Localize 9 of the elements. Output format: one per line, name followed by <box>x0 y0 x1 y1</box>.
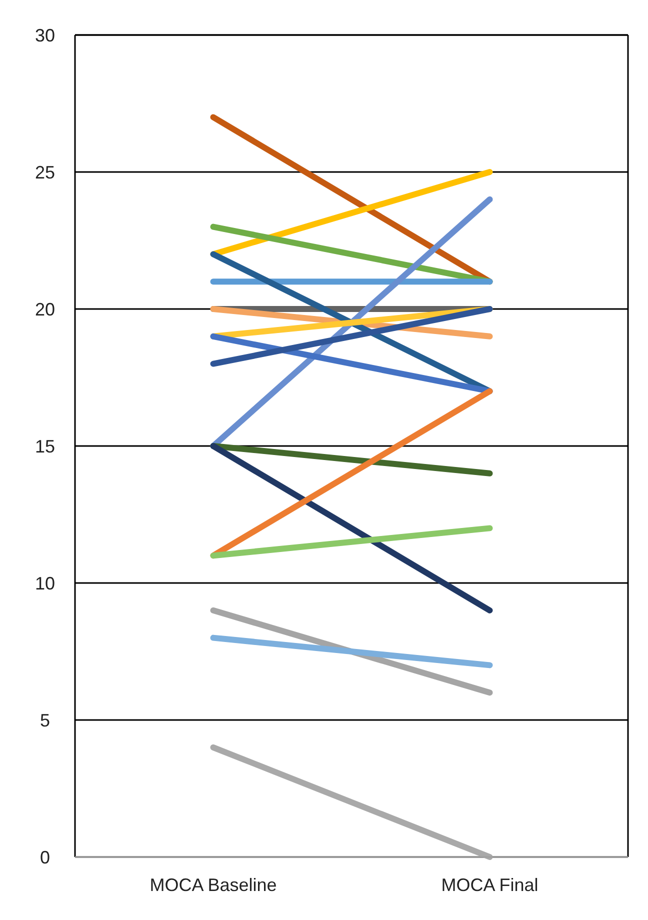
y-tick-label: 10 <box>34 573 56 594</box>
y-tick-label: 5 <box>40 710 50 730</box>
x-tick-label: MOCA Baseline <box>150 875 277 895</box>
y-tick-label: 25 <box>34 162 56 182</box>
y-tick-label: 20 <box>34 299 56 320</box>
y-tick-label: 0 <box>40 847 50 868</box>
y-tick-label: 15 <box>34 436 56 456</box>
x-tick-label: MOCA Final <box>441 875 538 895</box>
y-tick-label: 30 <box>34 25 56 46</box>
